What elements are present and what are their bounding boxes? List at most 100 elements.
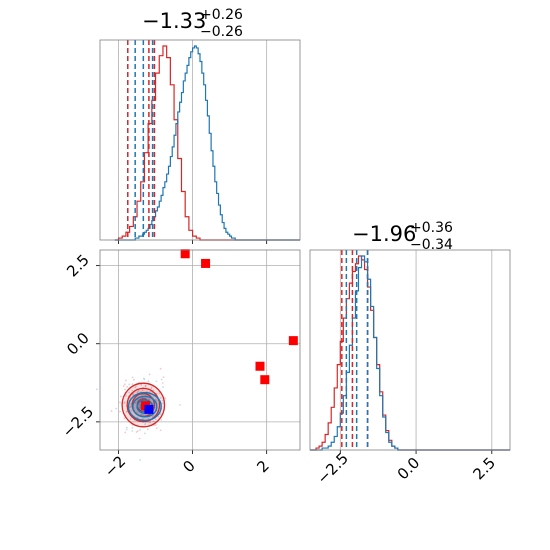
- p2-ytick-label-0: −2.5: [59, 403, 97, 441]
- p2-sample-point: [148, 373, 151, 376]
- p2-sample-point: [137, 390, 139, 393]
- p2-sample-point: [154, 424, 157, 426]
- p2-sample-point: [131, 376, 134, 379]
- p2-sample-point: [144, 384, 147, 387]
- p2-sample-point: [125, 426, 128, 429]
- scatter-2d-panel: −2 0 2 −2.5 0.0 2.5: [59, 249, 301, 481]
- p2-sample-point: [119, 410, 121, 413]
- p2-sample-point: [160, 418, 163, 421]
- p2-sample-point: [148, 398, 150, 401]
- title-param-1-main: −1.33: [142, 9, 206, 33]
- p2-sample-point: [125, 411, 128, 413]
- p2-sample-point: [160, 378, 163, 381]
- p3-xtick-label-0: −2.5: [314, 449, 352, 487]
- p2-sample-point: [128, 391, 131, 394]
- p2-sample-point: [143, 378, 146, 381]
- p2-sample-point: [155, 399, 158, 402]
- p2-sample-point: [157, 415, 160, 418]
- p2-sample-point: [123, 401, 126, 404]
- p2-sample-point: [147, 417, 150, 420]
- p2-sample-point: [146, 428, 149, 431]
- p2-sample-point: [110, 410, 113, 412]
- p2-sample-point: [151, 415, 154, 418]
- histogram-param-1: [99, 39, 301, 244]
- p2-sample-point: [119, 395, 122, 398]
- p2-sample-point: [159, 413, 162, 416]
- p2-sample-point: [124, 394, 127, 397]
- p2-red-square-3: [255, 361, 265, 371]
- p2-sample-point: [128, 383, 131, 386]
- p2-sample-point: [155, 427, 158, 429]
- p2-sample-point: [155, 380, 158, 383]
- p2-sample-point: [131, 383, 134, 386]
- title-param-2: −1.96 +0.36 −0.34: [352, 220, 453, 253]
- p2-sample-point: [162, 376, 165, 378]
- p2-sample-point: [133, 378, 135, 381]
- p2-sample-point: [139, 459, 142, 461]
- p2-sample-point: [143, 432, 146, 435]
- p2-red-square-0: [180, 249, 190, 259]
- p2-sample-point: [159, 429, 162, 432]
- p2-sample-point: [132, 393, 135, 396]
- p2-sample-point: [162, 386, 164, 388]
- title-param-1-minus: −0.26: [200, 24, 243, 40]
- p2-ytick-label-1: 0.0: [63, 329, 93, 359]
- p2-sample-point: [136, 430, 139, 432]
- p2-sample-point: [124, 431, 127, 434]
- p2-sample-point: [119, 401, 121, 404]
- p2-sample-point: [154, 420, 156, 423]
- p2-sample-point: [124, 388, 126, 391]
- p3-xtick-label-1: 0.0: [394, 454, 424, 484]
- p2-sample-point: [164, 397, 167, 400]
- p2-sample-point: [130, 403, 132, 405]
- p2-sample-point: [152, 420, 155, 423]
- p2-sample-point: [140, 383, 143, 386]
- p2-sample-point: [139, 429, 142, 431]
- p2-xtick-label-1: 0: [179, 457, 198, 476]
- p2-sample-point: [154, 398, 157, 401]
- p2-sample-point: [142, 418, 144, 420]
- p2-sample-point: [134, 386, 137, 389]
- p2-sample-point: [148, 398, 150, 401]
- p2-sample-point: [131, 430, 134, 432]
- p2-sample-point: [147, 380, 150, 383]
- p2-sample-point: [137, 389, 140, 392]
- histogram-param-2: −2.5 0.0 2.5: [309, 249, 511, 488]
- p2-sample-point: [131, 427, 134, 429]
- p1-frame: [99, 39, 301, 241]
- p3-frame: [309, 249, 511, 451]
- title-param-2-plus: +0.36: [410, 220, 453, 236]
- p2-sample-point: [148, 421, 151, 423]
- p2-sample-point: [144, 421, 147, 424]
- p2-sample-point: [125, 379, 127, 382]
- p2-sample-point: [141, 389, 144, 392]
- p2-sample-point: [134, 402, 137, 404]
- p2-sample-point: [124, 383, 126, 386]
- p2-sample-point: [155, 400, 158, 402]
- p2-sample-point: [123, 402, 126, 404]
- p2-sample-point: [131, 389, 134, 392]
- p2-sample-point: [140, 413, 143, 416]
- p2-blue-square: [144, 404, 154, 414]
- p2-sample-point: [136, 411, 139, 414]
- p2-sample-point: [150, 386, 153, 389]
- p2-sample-point: [141, 394, 143, 396]
- p2-sample-point: [149, 421, 152, 424]
- p2-sample-point: [129, 406, 132, 408]
- p2-sample-point: [135, 385, 137, 388]
- p2-sample-point: [159, 396, 162, 399]
- p2-sample-point: [140, 413, 142, 416]
- p2-sample-point: [179, 403, 181, 406]
- p2-sample-point: [142, 377, 145, 380]
- p2-xtick-label-2: 2: [253, 457, 272, 476]
- p2-sample-point: [158, 392, 161, 395]
- p2-red-square-2: [288, 336, 298, 346]
- p2-sample-point: [115, 407, 118, 410]
- title-param-1: −1.33 +0.26 −0.26: [142, 7, 243, 40]
- p2-sample-point: [154, 418, 157, 421]
- p2-sample-point: [138, 403, 140, 406]
- p2-sample-point: [161, 382, 164, 384]
- p2-sample-point: [126, 385, 129, 388]
- p2-sample-point: [144, 385, 147, 388]
- p2-sample-point: [130, 409, 133, 412]
